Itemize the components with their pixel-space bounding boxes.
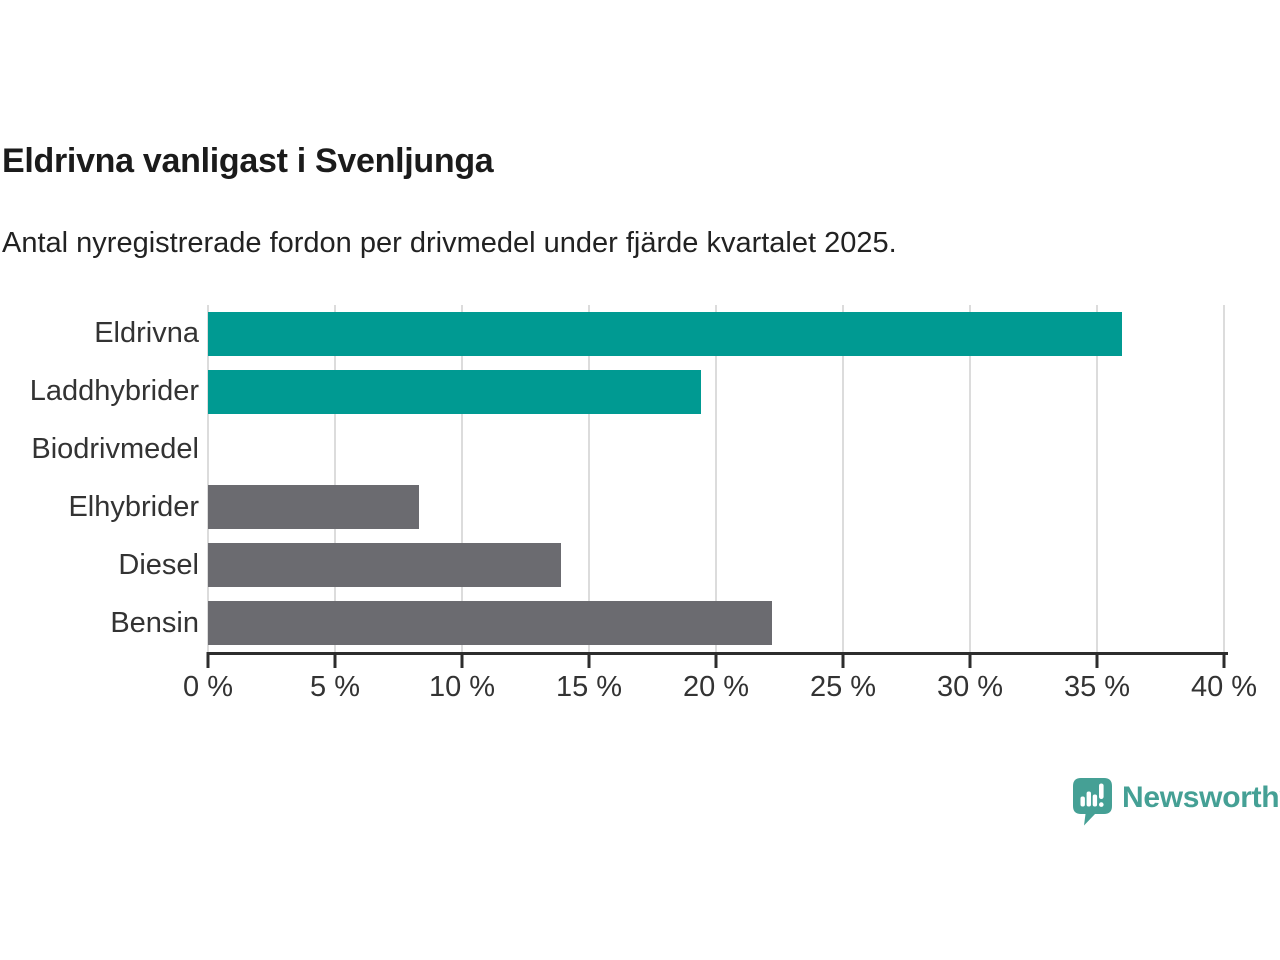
x-axis-tick-label: 15 %: [555, 671, 623, 703]
gridline: [842, 305, 844, 652]
x-axis-tick: [1222, 652, 1226, 668]
x-axis-line: [208, 652, 1228, 655]
x-axis-tick: [333, 652, 337, 668]
x-axis-tick: [841, 652, 845, 668]
category-label: Laddhybrider: [29, 375, 199, 408]
newsworthy-logo: Newsworthy: [1073, 778, 1280, 826]
x-axis-tick-label: 10 %: [428, 671, 496, 703]
gridline: [1223, 305, 1225, 652]
bar-eldrivna: [208, 311, 1123, 356]
gridline: [334, 305, 336, 652]
x-axis-tick: [206, 652, 210, 668]
x-axis-tick-label: 25 %: [809, 671, 877, 703]
x-axis-tick-label: 35 %: [1063, 671, 1131, 703]
bar-row: Diesel: [118, 536, 1224, 594]
x-axis-tick: [1095, 652, 1099, 668]
x-axis-tick-label: 20 %: [682, 671, 750, 703]
x-axis-tick: [460, 652, 464, 668]
x-axis-tick-label: 40 %: [1190, 671, 1258, 703]
x-axis-tick-label: 30 %: [936, 671, 1004, 703]
x-axis-tick-label: 0 %: [183, 671, 233, 703]
category-label: Elhybrider: [68, 490, 199, 523]
x-axis-tick: [968, 652, 972, 668]
plot-area: Eldrivna Laddhybrider Biodrivmedel Elhybrid…: [30, 305, 1225, 652]
gridline: [461, 305, 463, 652]
category-label: Biodrivmedel: [31, 433, 199, 466]
gridline: [207, 305, 209, 652]
chart-title: Eldrivna vanligast i Svenljunga: [2, 142, 494, 180]
bar-bensin: [208, 601, 772, 646]
bar-row: Eldrivna: [94, 305, 1224, 363]
gridline: [715, 305, 717, 652]
category-label: Eldrivna: [94, 317, 199, 350]
bar-row: Laddhybrider: [30, 363, 1224, 421]
x-axis-tick-label: 5 %: [310, 671, 360, 703]
category-label: Bensin: [110, 606, 199, 639]
x-axis-tick: [714, 652, 718, 668]
gridline: [1096, 305, 1098, 652]
bar-elhybrider: [208, 485, 419, 530]
bar-row: Bensin: [110, 594, 1224, 652]
bar-row: Elhybrider: [68, 479, 1224, 537]
gridline: [588, 305, 590, 652]
category-label: Diesel: [118, 548, 199, 581]
chart-subtitle: Antal nyregistrerade fordon per drivmede…: [2, 227, 897, 259]
bar-chart-speech-bubble-icon: [1073, 778, 1112, 826]
bar-laddhybrider: [208, 369, 701, 414]
bar-row: Biodrivmedel: [31, 421, 1224, 479]
newsworthy-logo-text: Newsworthy: [1122, 781, 1280, 814]
x-axis-tick: [587, 652, 591, 668]
bar-diesel: [208, 543, 562, 588]
gridline: [969, 305, 971, 652]
